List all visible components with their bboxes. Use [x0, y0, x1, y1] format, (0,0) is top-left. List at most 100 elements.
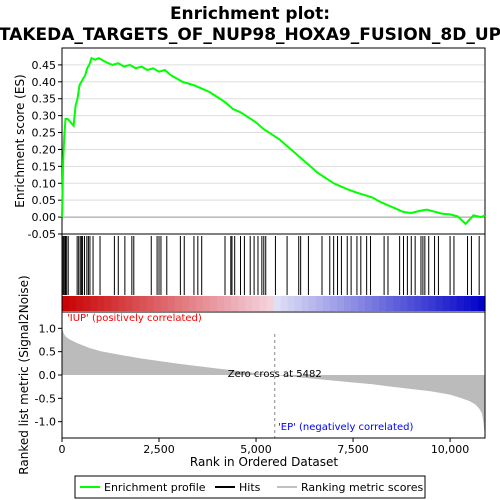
x-axis-label: Rank in Ordered Dataset	[190, 455, 338, 469]
heat-bar-segment	[329, 296, 338, 311]
pos-correlated-label: 'IUP' (positively correlated)	[67, 313, 202, 324]
x-tick-label: 2,500	[143, 443, 175, 456]
metric-y-tick-label: 0.5	[39, 346, 57, 359]
legend-enrichment-label: Enrichment profile	[104, 481, 206, 494]
metric-y-tick-label: -1.0	[35, 416, 56, 429]
heat-bar-segment	[456, 296, 465, 311]
heat-bar-segment	[273, 296, 282, 311]
heat-bar-segment	[393, 296, 401, 311]
ranking-metric-area	[62, 328, 485, 437]
metric-y-axis: -1.0 -0.5 0.0 0.5 1.0	[35, 322, 62, 429]
heat-bar-segment	[421, 296, 430, 311]
zero-cross-label: Zero cross at 5482	[228, 369, 322, 380]
metric-y-tick-label: -0.5	[35, 392, 56, 405]
es-y-tick-label: 0.45	[32, 59, 57, 72]
heat-bar-segment	[428, 296, 437, 311]
heat-bar-segment	[146, 296, 155, 311]
es-y-tick-label: 0.35	[32, 93, 57, 106]
heat-bar-segment	[407, 296, 416, 311]
es-panel-frame	[61, 47, 486, 235]
heat-bar-segment	[322, 296, 331, 311]
heat-bar-segment	[336, 296, 345, 311]
heat-bar-segment	[344, 296, 352, 311]
es-y-tick-label: 0.20	[32, 143, 57, 156]
heat-bar-segment	[470, 296, 479, 311]
x-axis: 0 2,500 5,000 7,500 10,000	[59, 438, 470, 456]
heat-bar-segment	[203, 296, 211, 311]
heat-bar-segment	[379, 296, 387, 311]
heat-bar-segment	[252, 296, 260, 311]
heat-bar-segment	[104, 296, 112, 311]
heat-bar-segment	[414, 296, 423, 311]
heat-bar-segment	[69, 296, 77, 311]
heat-bar-segment	[132, 296, 141, 311]
heat-bar-segment	[294, 296, 303, 311]
x-tick-label: 0	[59, 443, 66, 456]
heat-bar-segment	[139, 296, 148, 311]
heat-bar-segment	[308, 296, 317, 311]
heat-bar-segment	[365, 296, 373, 311]
heat-bar-segment	[181, 296, 190, 311]
hit-lines	[61, 236, 480, 295]
x-tick-label: 5,000	[240, 443, 272, 456]
heat-bar-segment	[231, 296, 239, 311]
heat-bar-segment	[287, 296, 296, 311]
heat-bar-segment	[280, 296, 289, 311]
heat-bar-segment	[259, 296, 268, 311]
legend-hits-label: Hits	[239, 481, 261, 494]
heat-bar-segment	[83, 296, 91, 311]
heat-bar-segment	[195, 296, 204, 311]
es-y-tick-label: 0.15	[32, 160, 57, 173]
es-gridlines	[62, 64, 485, 235]
metric-panel: -1.0 -0.5 0.0 0.5 1.0 0 2,500 5,000 7,500 10,000…	[17, 275, 486, 475]
hits-panel	[61, 233, 486, 313]
heat-bar-segment	[400, 296, 409, 311]
legend-frame	[74, 475, 426, 499]
es-y-tick-label: 0.05	[32, 194, 57, 207]
heat-bar-segment	[125, 296, 134, 311]
heat-bar-segment	[266, 296, 275, 311]
heat-bar-segment	[238, 296, 246, 311]
heat-bar-segment	[90, 296, 98, 311]
es-y-tick-label: 0.40	[32, 76, 57, 89]
es-y-tick-label: 0.00	[32, 211, 57, 224]
heat-bar-segment	[160, 296, 169, 311]
heat-bar-segment	[153, 296, 162, 311]
legend-metric-label: Ranking metric scores	[301, 481, 423, 494]
enrichment-profile-line	[61, 56, 486, 226]
heat-bar-segment	[245, 296, 253, 311]
heat-bar-segment	[224, 296, 232, 311]
heat-bar-segment	[301, 296, 310, 311]
ranking-heat-bar	[62, 296, 486, 311]
x-tick-label: 7,500	[337, 443, 369, 456]
es-y-tick-label: -0.05	[28, 228, 56, 241]
chart-title-line1: Enrichment plot:	[170, 4, 330, 24]
heat-bar-segment	[167, 296, 176, 311]
heat-bar-segment	[372, 296, 380, 311]
heat-bar-segment	[477, 296, 486, 311]
heat-bar-segment	[118, 296, 127, 311]
heat-bar-segment	[97, 296, 105, 311]
metric-y-tick-label: 1.0	[39, 322, 57, 335]
heat-bar-segment	[315, 296, 324, 311]
heat-bar-segment	[463, 296, 472, 311]
heat-bar-segment	[358, 296, 366, 311]
heat-bar-segment	[188, 296, 197, 311]
x-tick-label: 10,000	[431, 443, 470, 456]
heat-bar-segment	[111, 296, 119, 311]
heat-bar-segment	[76, 296, 84, 311]
metric-y-axis-label: Ranked list metric (Signal2Noise)	[17, 275, 31, 474]
chart-title-line2: TAKEDA_TARGETS_OF_NUP98_HOXA9_FUSION_8D_…	[0, 25, 500, 45]
heat-bar-segment	[435, 296, 444, 311]
es-y-axis-label: Enrichment score (ES)	[13, 74, 27, 207]
heat-bar-segment	[62, 296, 70, 311]
heat-bar-segment	[351, 296, 359, 311]
heat-bar-segment	[210, 296, 218, 311]
es-y-tick-label: 0.30	[32, 110, 57, 123]
heat-bar-segment	[217, 296, 225, 311]
es-y-tick-label: 0.25	[32, 127, 57, 140]
metric-y-tick-label: 0.0	[39, 369, 57, 382]
es-y-axis: -0.05 0.00 0.05 0.10 0.15 0.20 0.25 0.30 0.35 0.4…	[28, 59, 62, 241]
legend: Enrichment profile Hits Ranking metric s…	[74, 475, 426, 499]
